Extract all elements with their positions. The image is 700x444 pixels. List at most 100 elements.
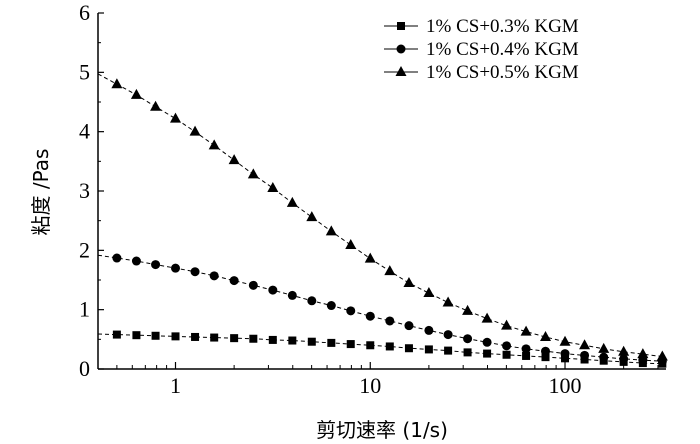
data-point [132,331,141,340]
data-point [540,330,552,341]
series-line [97,254,663,362]
data-point [483,349,492,358]
x-tick-label: 10 [359,373,381,398]
series-2 [97,253,667,366]
data-point [288,336,297,345]
data-point [619,354,629,364]
series-3 [97,73,668,361]
data-point [404,344,413,353]
data-point [307,337,316,346]
data-point [403,276,415,287]
data-point [151,331,160,340]
data-point [541,353,550,362]
data-point [248,280,258,290]
y-tick-label: 0 [79,356,90,381]
data-point [268,335,277,344]
y-tick-label: 4 [79,119,90,144]
data-point [481,312,493,323]
data-point [364,252,376,263]
x-axis-title: 剪切速率 (1/s) [316,418,448,442]
data-point [346,340,355,349]
series-line [97,333,663,365]
data-point [307,296,317,306]
data-point [365,311,375,321]
data-point [366,341,375,350]
data-point [443,330,453,340]
data-point [637,348,649,359]
data-point [522,351,531,360]
data-point [247,168,259,179]
data-point [171,263,181,273]
data-point [385,316,395,326]
x-tick-label: 100 [549,373,582,398]
data-point [130,88,142,99]
data-point [346,306,356,316]
data-point [501,319,513,330]
data-point [287,290,297,300]
y-tick-label: 5 [79,59,90,84]
data-point [325,225,337,236]
data-point [598,342,610,353]
legend-label: 1% CS+0.4% KGM [426,39,579,60]
y-tick-label: 6 [79,0,90,25]
data-point [209,271,219,281]
data-point [229,276,239,286]
data-point [170,112,182,123]
data-point [249,334,258,343]
data-point [502,350,511,359]
axes: 0 1 2 3 4 5 6 1 10 100 [79,0,666,398]
data-point [230,334,239,343]
y-axis-title: 粘度 /Pas [29,149,53,236]
data-point [345,238,357,249]
data-point [463,348,472,357]
data-point [326,301,336,311]
data-point [579,339,591,350]
data-point [656,350,668,361]
data-point [208,139,220,150]
data-point [327,338,336,347]
data-point [190,267,200,277]
data-point [599,352,609,362]
data-point [286,196,298,207]
legend-marker [396,44,406,54]
data-point [560,349,570,359]
data-point [444,346,453,355]
data-point [306,211,318,222]
data-point [267,182,279,193]
legend-marker [397,22,405,30]
legend-item-3: 1% CS+0.5% KGM [384,62,579,83]
legend-label: 1% CS+0.5% KGM [426,62,579,83]
data-point [580,350,590,360]
data-point [404,321,414,331]
data-point [502,341,512,351]
data-point [559,335,571,346]
data-point [463,334,473,344]
data-point [424,345,433,354]
data-point [385,342,394,351]
data-point [520,325,532,336]
data-point [112,330,121,339]
legend-marker [395,66,407,76]
data-point [191,332,200,341]
data-point [189,125,201,136]
legend-item-1: 1% CS+0.3% KGM [384,16,579,37]
y-tick-label: 1 [79,297,90,322]
data-point [384,265,396,276]
data-point [618,345,630,356]
data-point [521,344,531,354]
data-point [424,325,434,335]
data-point [210,333,219,342]
data-point [561,354,570,363]
data-point [112,253,122,263]
data-point [151,260,161,270]
x-tick-label: 1 [170,373,181,398]
data-point [462,304,474,315]
data-point [442,296,454,307]
data-point [482,337,492,347]
plot-area [97,73,668,368]
legend-label: 1% CS+0.3% KGM [426,16,579,37]
data-point [541,346,551,356]
legend-item-2: 1% CS+0.4% KGM [384,39,579,60]
